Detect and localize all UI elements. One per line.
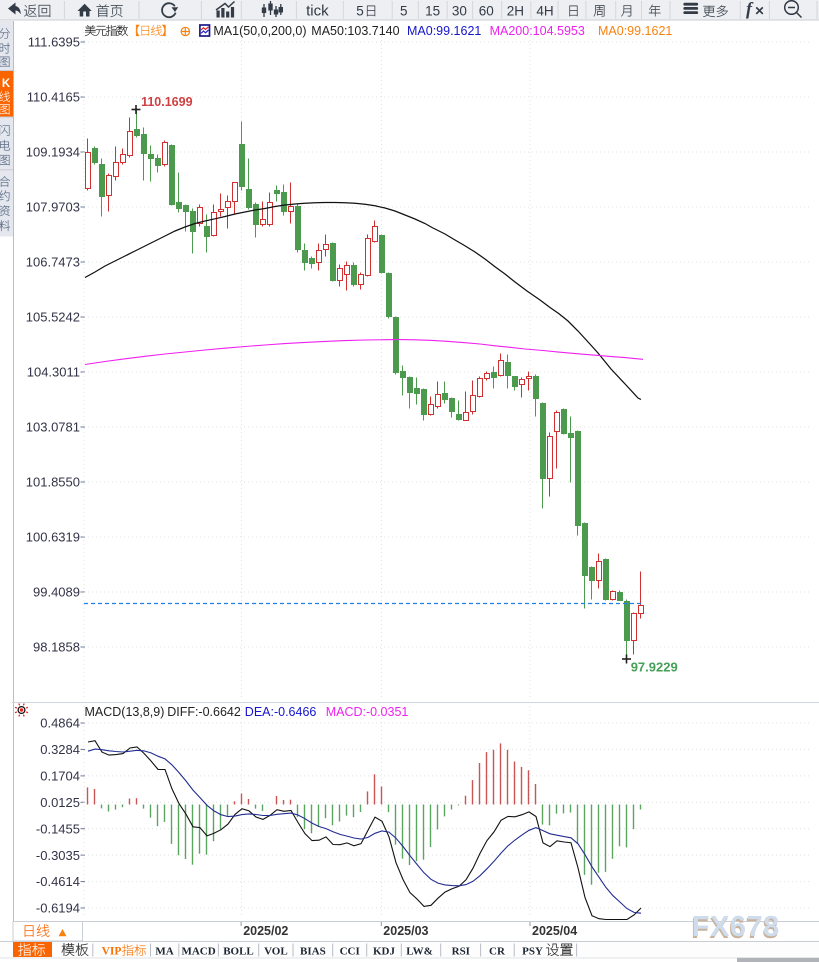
svg-text:-0.1455: -0.1455 xyxy=(36,821,80,836)
svg-text:60: 60 xyxy=(479,4,494,19)
svg-text:0.0125: 0.0125 xyxy=(40,795,80,810)
svg-text:110.1699: 110.1699 xyxy=(141,95,192,109)
svg-text:4H: 4H xyxy=(536,4,553,19)
svg-text:BIAS: BIAS xyxy=(300,945,326,957)
svg-text:2025/04: 2025/04 xyxy=(532,924,577,938)
svg-text:-0.6194: -0.6194 xyxy=(36,901,80,916)
svg-text:VOL: VOL xyxy=(264,945,288,957)
svg-text:MACD(13,8,9): MACD(13,8,9) xyxy=(85,705,165,719)
svg-text:RSI: RSI xyxy=(452,945,470,957)
svg-text:103.0781: 103.0781 xyxy=(26,420,80,435)
svg-text:BOLL: BOLL xyxy=(223,945,254,957)
svg-text:105.5242: 105.5242 xyxy=(26,310,80,325)
svg-text:MA: MA xyxy=(155,945,173,957)
svg-text:MACD:-0.0351: MACD:-0.0351 xyxy=(326,705,409,719)
svg-text:DEA:-0.6466: DEA:-0.6466 xyxy=(245,705,317,719)
svg-text:107.9703: 107.9703 xyxy=(26,200,80,215)
svg-text:KDJ: KDJ xyxy=(373,945,396,957)
svg-text:0.1704: 0.1704 xyxy=(40,768,80,783)
svg-text:5: 5 xyxy=(356,4,364,19)
svg-text:PSY: PSY xyxy=(522,945,543,957)
svg-text:97.9229: 97.9229 xyxy=(631,660,678,675)
svg-text:f: f xyxy=(746,0,754,19)
svg-text:-0.3035: -0.3035 xyxy=(36,848,80,863)
svg-text:MA0:99.1621: MA0:99.1621 xyxy=(598,24,672,38)
svg-text:2025/03: 2025/03 xyxy=(383,924,428,938)
svg-text:109.1934: 109.1934 xyxy=(26,145,80,160)
svg-text:MA50:103.7140: MA50:103.7140 xyxy=(311,24,399,38)
svg-text:98.1858: 98.1858 xyxy=(33,640,80,655)
svg-text:2025/02: 2025/02 xyxy=(243,924,288,938)
svg-text:MA1(50,0,200,0): MA1(50,0,200,0) xyxy=(213,24,306,38)
svg-text:110.4165: 110.4165 xyxy=(27,90,80,105)
svg-text:111.6395: 111.6395 xyxy=(28,35,80,50)
svg-text:MA200:104.5953: MA200:104.5953 xyxy=(490,24,585,38)
svg-text:CR: CR xyxy=(489,945,506,957)
svg-text:30: 30 xyxy=(452,4,467,19)
svg-text:MA0:99.1621: MA0:99.1621 xyxy=(407,24,481,38)
svg-text:K: K xyxy=(2,78,11,90)
svg-text:104.3011: 104.3011 xyxy=(27,365,80,380)
svg-text:15: 15 xyxy=(425,4,440,19)
svg-text:FX678: FX678 xyxy=(691,913,779,945)
svg-text:CCI: CCI xyxy=(340,945,360,957)
svg-text:tick: tick xyxy=(306,3,329,20)
svg-text:100.6319: 100.6319 xyxy=(26,530,80,545)
svg-text:FX678: FX678 xyxy=(692,911,780,943)
svg-text:0.4864: 0.4864 xyxy=(40,716,80,731)
svg-text:DIFF:-0.6642: DIFF:-0.6642 xyxy=(167,705,241,719)
svg-text:106.7473: 106.7473 xyxy=(26,255,80,270)
svg-text:0.3284: 0.3284 xyxy=(40,742,80,757)
svg-text:VIP: VIP xyxy=(102,946,122,958)
svg-text:-0.4614: -0.4614 xyxy=(36,874,80,889)
svg-text:2H: 2H xyxy=(507,4,524,19)
svg-text:5: 5 xyxy=(400,4,408,19)
svg-text:MACD: MACD xyxy=(181,945,215,957)
svg-text:✕: ✕ xyxy=(755,4,765,18)
svg-text:LW&: LW& xyxy=(406,945,433,957)
svg-text:101.8550: 101.8550 xyxy=(26,475,80,490)
svg-text:99.4089: 99.4089 xyxy=(33,585,80,600)
